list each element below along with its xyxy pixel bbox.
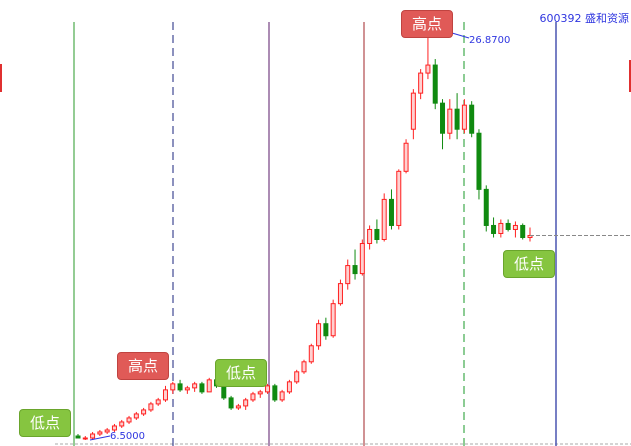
candle-body <box>308 345 314 363</box>
candle-body <box>418 72 424 94</box>
candle-body <box>286 381 292 393</box>
low-price-label: 6.5000 <box>110 431 145 442</box>
candle-body <box>520 224 526 238</box>
candle-body <box>432 64 438 104</box>
candle-body <box>228 397 234 409</box>
candle-body <box>126 417 132 423</box>
candle-body <box>498 222 504 234</box>
candle-body <box>447 108 453 134</box>
high-price-label: 26.8700 <box>469 35 511 46</box>
candle-body <box>184 387 190 391</box>
candle-body <box>330 303 336 337</box>
candle-body <box>476 132 482 190</box>
candle-body <box>104 429 110 433</box>
low-point-tag: 低点 <box>215 359 267 387</box>
candle-body <box>243 399 249 407</box>
candle-body <box>90 433 96 439</box>
candle-body <box>425 64 431 74</box>
candle-body <box>192 383 198 389</box>
candle-body <box>221 385 227 399</box>
candle-body <box>352 265 358 275</box>
low-point-tag: 低点 <box>503 250 555 278</box>
high-point-tag: 高点 <box>401 10 453 38</box>
stock-title: 600392 盛和资源 <box>539 12 630 25</box>
candle-body <box>374 228 380 241</box>
candle-body <box>440 102 446 134</box>
candle-body <box>381 198 387 240</box>
candle-body <box>491 224 497 234</box>
high-point-tag: 高点 <box>117 352 169 380</box>
candle-body <box>235 405 241 409</box>
candle-body <box>148 403 154 411</box>
candle-body <box>199 383 205 393</box>
low-pointer-line <box>89 435 111 441</box>
candle-body <box>272 385 278 401</box>
high-pointer-line <box>451 32 470 39</box>
candle-body <box>337 283 343 305</box>
candle-body <box>111 425 117 431</box>
candle-body <box>206 379 212 393</box>
candle-body <box>301 361 307 373</box>
candle-body <box>316 323 322 347</box>
candle-body <box>141 409 147 415</box>
candle-body <box>505 222 511 230</box>
candle-body <box>170 383 176 391</box>
candle-body <box>454 108 460 130</box>
candle-body <box>265 385 271 393</box>
low-point-tag: 低点 <box>19 409 71 437</box>
candle-body <box>133 413 139 419</box>
candle-body <box>410 92 416 130</box>
candle-body <box>119 421 125 427</box>
candle-body <box>367 228 373 245</box>
candle-body <box>162 389 168 401</box>
candle-body <box>279 391 285 401</box>
candle-body <box>97 431 103 435</box>
candle-body <box>483 188 489 226</box>
candle-body <box>250 393 256 401</box>
candle-body <box>75 435 81 439</box>
candle-body <box>403 142 409 172</box>
candle-body <box>257 391 263 395</box>
candle-body <box>461 104 467 130</box>
candle-body <box>359 243 365 275</box>
candle-body <box>512 224 518 230</box>
candle-body <box>294 371 300 383</box>
candle-body <box>396 170 402 226</box>
candle-body <box>469 104 475 134</box>
candle-body <box>345 265 351 285</box>
candle-body <box>177 383 183 391</box>
candle-body <box>155 399 161 405</box>
candle-body <box>82 437 88 440</box>
candle-body <box>388 198 394 226</box>
candle-body <box>323 323 329 337</box>
